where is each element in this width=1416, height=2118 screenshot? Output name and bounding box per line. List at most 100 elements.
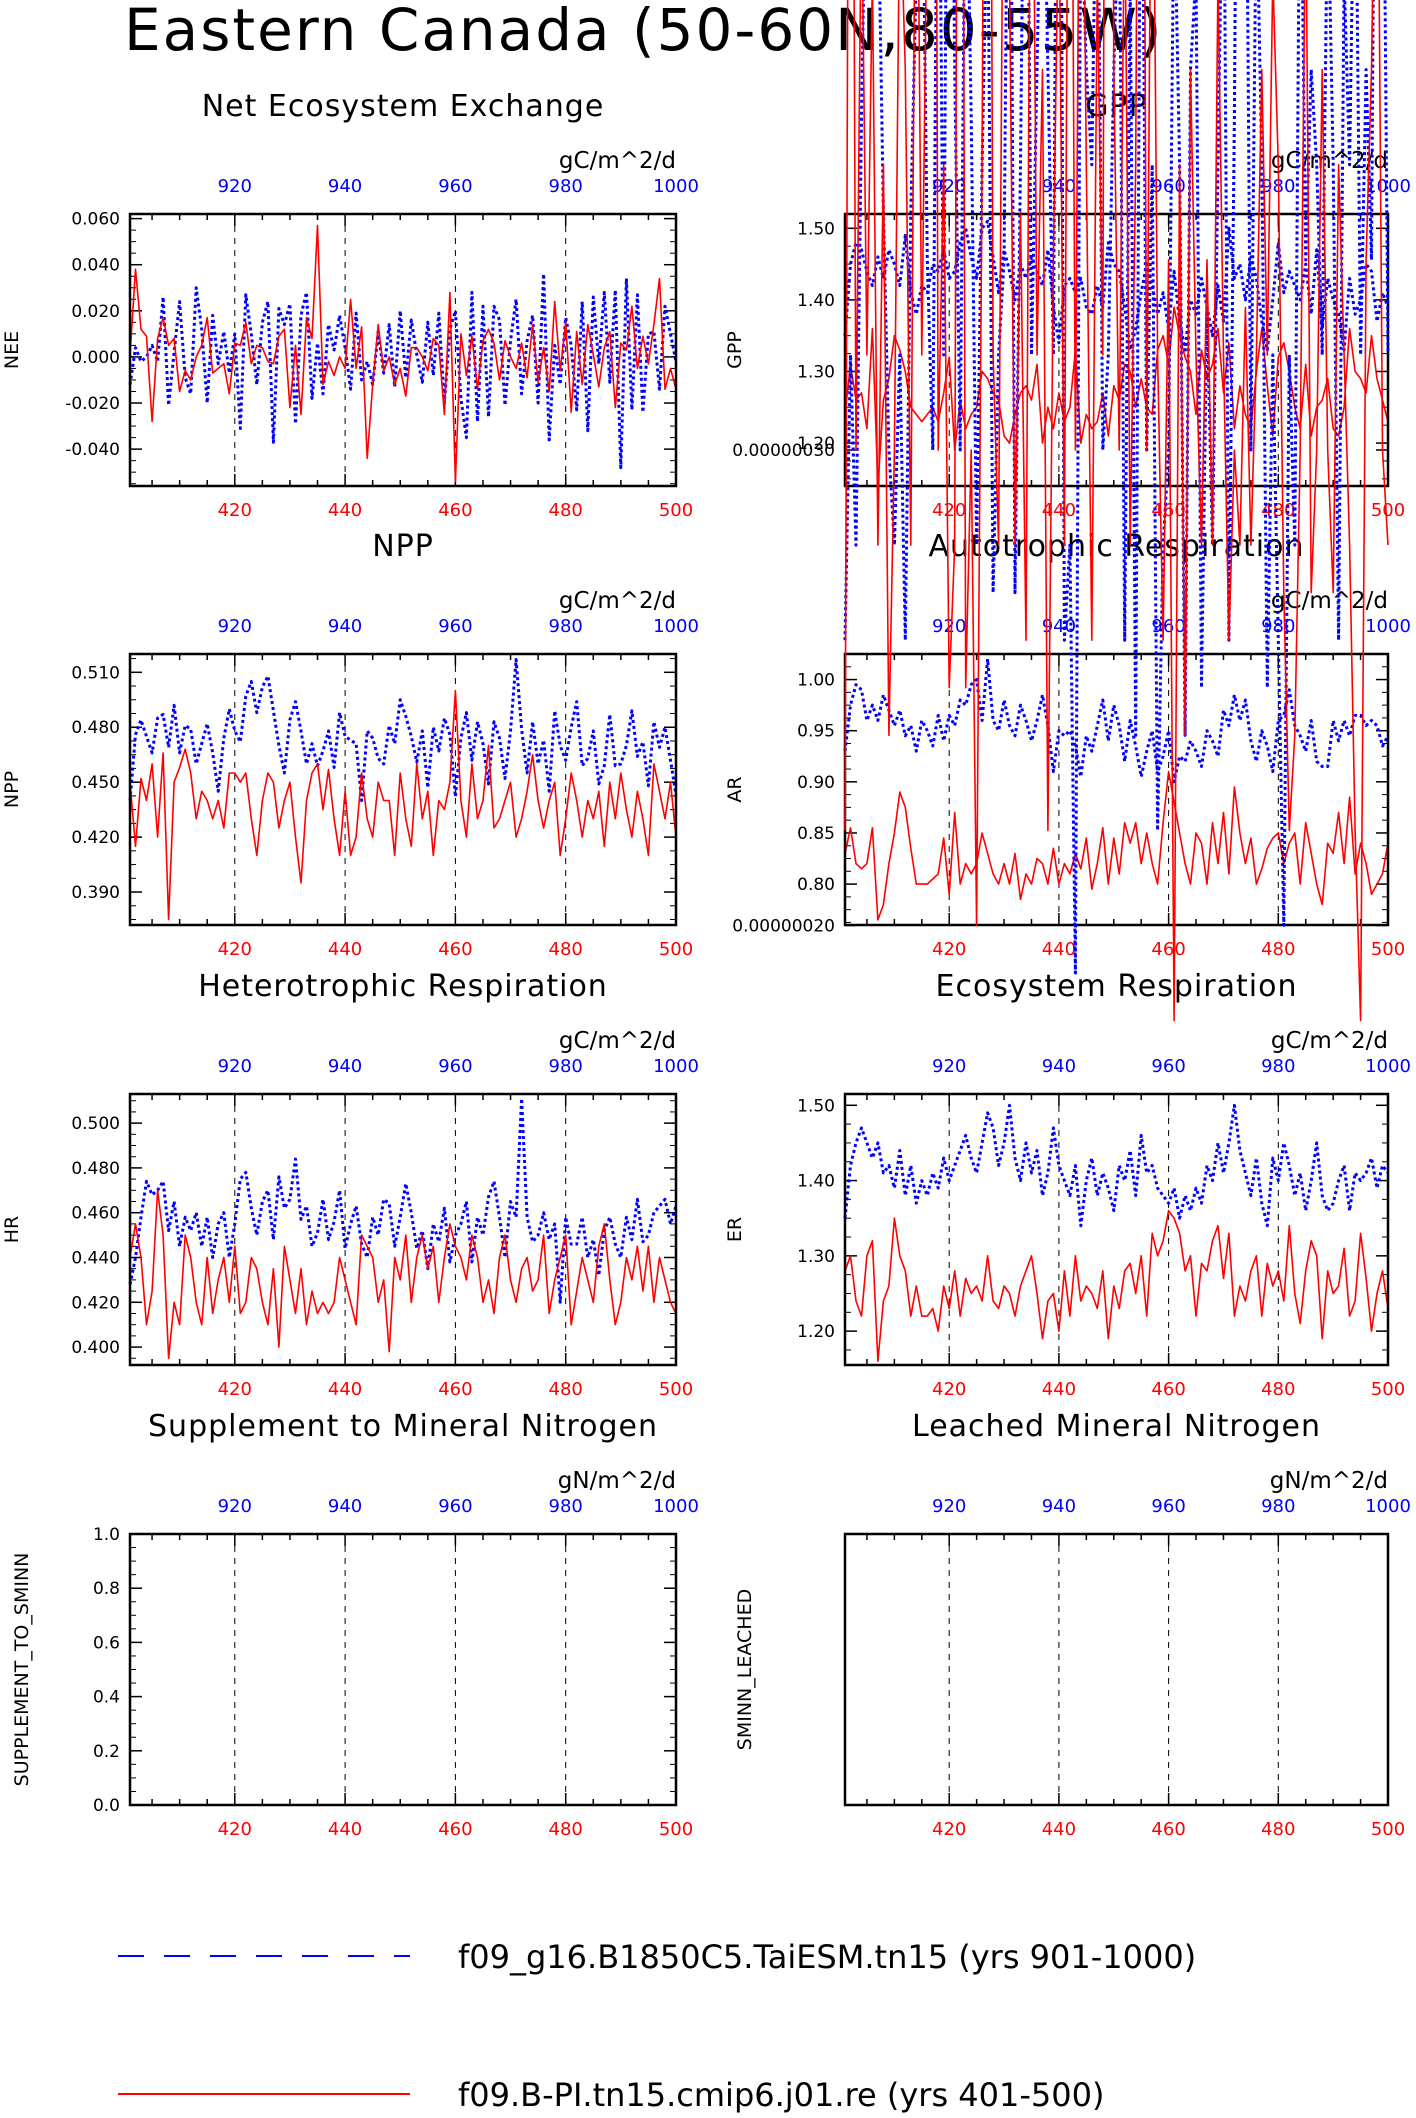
chart-panel: Heterotrophic Respiration gC/m^2/d HR 420 44…: [1, 969, 699, 1400]
x-tick-label: 460: [1151, 500, 1185, 521]
series-line-cmip6: [844, 306, 1389, 487]
x-tick-label: 420: [218, 1819, 252, 1840]
y-tick-label: 0.00000030: [732, 441, 835, 461]
x-top-tick-label: 940: [328, 1056, 362, 1077]
series-line-taiesm: [128, 272, 678, 470]
y-tick-label: 1.20: [797, 1322, 835, 1342]
plot-frame: [843, 1092, 1390, 1367]
x-tick-label: 460: [438, 939, 472, 960]
x-tick-label: 480: [549, 939, 583, 960]
y-tick-label: 0.0: [93, 1796, 120, 1816]
panel-title: NPP: [372, 529, 434, 564]
x-tick-label: 500: [659, 500, 693, 521]
x-tick-label: 420: [932, 1819, 966, 1840]
y-tick-label: -0.040: [65, 440, 120, 460]
y-tick-label: 1.50: [797, 219, 835, 239]
panels-container: Net Ecosystem Exchange gC/m^2/d NEE 420 440 4…: [1, 0, 1411, 1840]
y-tick-label: 0.020: [71, 302, 120, 322]
panel-title: Ecosystem Respiration: [936, 969, 1298, 1004]
chart-panel: Net Ecosystem Exchange gC/m^2/d NEE 420 440 4…: [1, 89, 699, 521]
y-axis-label: ER: [724, 1217, 746, 1242]
plot-frame: [128, 212, 678, 488]
x-top-tick-label: 980: [549, 176, 583, 197]
panel-title: Heterotrophic Respiration: [198, 969, 608, 1004]
y-axis-label: SMINN_LEACHED: [734, 1589, 756, 1750]
x-top-tick-label: 960: [1151, 1496, 1185, 1517]
y-tick-label: 0.90: [797, 773, 835, 793]
y-tick-label: 0.4: [93, 1688, 120, 1708]
y-tick-label: 1.0: [93, 1525, 120, 1545]
x-tick-label: 500: [1371, 939, 1405, 960]
y-tick-label: 0.500: [71, 1114, 120, 1134]
y-axis-label: NPP: [1, 771, 23, 808]
y-tick-label: 0.2: [93, 1742, 120, 1762]
y-tick-label: 1.20: [797, 434, 835, 454]
panel-title: Net Ecosystem Exchange: [202, 89, 605, 124]
x-top-tick-label: 940: [328, 1496, 362, 1517]
y-tick-label: 0.060: [71, 210, 120, 230]
units-label: gC/m^2/d: [1271, 1028, 1388, 1054]
y-tick-label: 1.00: [797, 671, 835, 691]
plot-frame: [128, 1092, 678, 1367]
y-tick-label: 1.30: [797, 1247, 835, 1267]
legend: f09_g16.B1850C5.TaiESM.tn15 (yrs 901-100…: [118, 1938, 1196, 2114]
x-top-tick-label: 960: [438, 1496, 472, 1517]
y-tick-label: 0.040: [71, 256, 120, 276]
y-tick-label: 0.450: [71, 773, 120, 793]
series-line-cmip6: [129, 1189, 677, 1360]
series-line-cmip6: [844, 770, 1389, 921]
series-line-taiesm: [843, 657, 1390, 784]
y-tick-label: 1.40: [797, 1172, 835, 1192]
y-tick-label: 1.40: [797, 291, 835, 311]
x-tick-label: 460: [1151, 1379, 1185, 1400]
series-line-cmip6: [844, 1209, 1389, 1362]
x-tick-label: 420: [932, 500, 966, 521]
y-tick-label: -0.020: [65, 394, 120, 414]
x-tick-label: 440: [1042, 939, 1076, 960]
x-tick-label: 460: [438, 1819, 472, 1840]
x-top-tick-label: 1000: [653, 616, 699, 637]
x-tick-label: 480: [1261, 939, 1295, 960]
units-label: gC/m^2/d: [1271, 588, 1388, 614]
chart-panel: Leached Mineral Nitrogen gN/m^2/d SMINN_LE…: [732, 0, 1411, 1840]
x-top-tick-label: 1000: [1365, 1056, 1411, 1077]
y-tick-label: 1.30: [797, 362, 835, 382]
x-top-tick-label: 960: [1151, 176, 1185, 197]
y-tick-label: 0.510: [71, 663, 120, 683]
y-tick-label: 0.460: [71, 1204, 120, 1224]
x-top-tick-label: 960: [1151, 1056, 1185, 1077]
panel-title: Autotrophic Respiration: [928, 529, 1304, 564]
units-label: gC/m^2/d: [559, 148, 676, 174]
x-tick-label: 500: [659, 1379, 693, 1400]
x-top-tick-label: 980: [549, 1056, 583, 1077]
y-tick-label: 0.000: [71, 348, 120, 368]
y-tick-label: 0.6: [93, 1633, 120, 1653]
panel-title: Supplement to Mineral Nitrogen: [148, 1409, 658, 1444]
y-tick-label: 1.50: [797, 1096, 835, 1116]
plot-frame: [843, 1532, 1390, 1807]
y-tick-label: 0.420: [71, 828, 120, 848]
y-axis-label: AR: [724, 776, 746, 802]
x-top-tick-label: 920: [218, 176, 252, 197]
y-tick-label: 0.420: [71, 1293, 120, 1313]
y-tick-label: 0.480: [71, 1159, 120, 1179]
chart-panel: Supplement to Mineral Nitrogen gN/m^2/d SU…: [11, 1409, 699, 1840]
x-tick-label: 440: [328, 939, 362, 960]
x-top-tick-label: 920: [218, 1056, 252, 1077]
y-axis-label: GPP: [724, 331, 746, 369]
x-tick-label: 500: [1371, 500, 1405, 521]
x-tick-label: 440: [328, 1819, 362, 1840]
x-tick-label: 480: [549, 1379, 583, 1400]
y-axis-label: SUPPLEMENT_TO_SMINN: [11, 1553, 33, 1787]
y-tick-label: 0.400: [71, 1338, 120, 1358]
x-top-tick-label: 940: [328, 176, 362, 197]
x-top-tick-label: 960: [438, 616, 472, 637]
chart-panel: Ecosystem Respiration gC/m^2/d ER 420 440 460…: [724, 969, 1411, 1400]
x-tick-label: 420: [218, 500, 252, 521]
units-label: gN/m^2/d: [1270, 1468, 1388, 1494]
x-tick-label: 480: [549, 500, 583, 521]
x-top-tick-label: 920: [932, 1496, 966, 1517]
x-tick-label: 440: [328, 1379, 362, 1400]
x-tick-label: 460: [438, 1379, 472, 1400]
